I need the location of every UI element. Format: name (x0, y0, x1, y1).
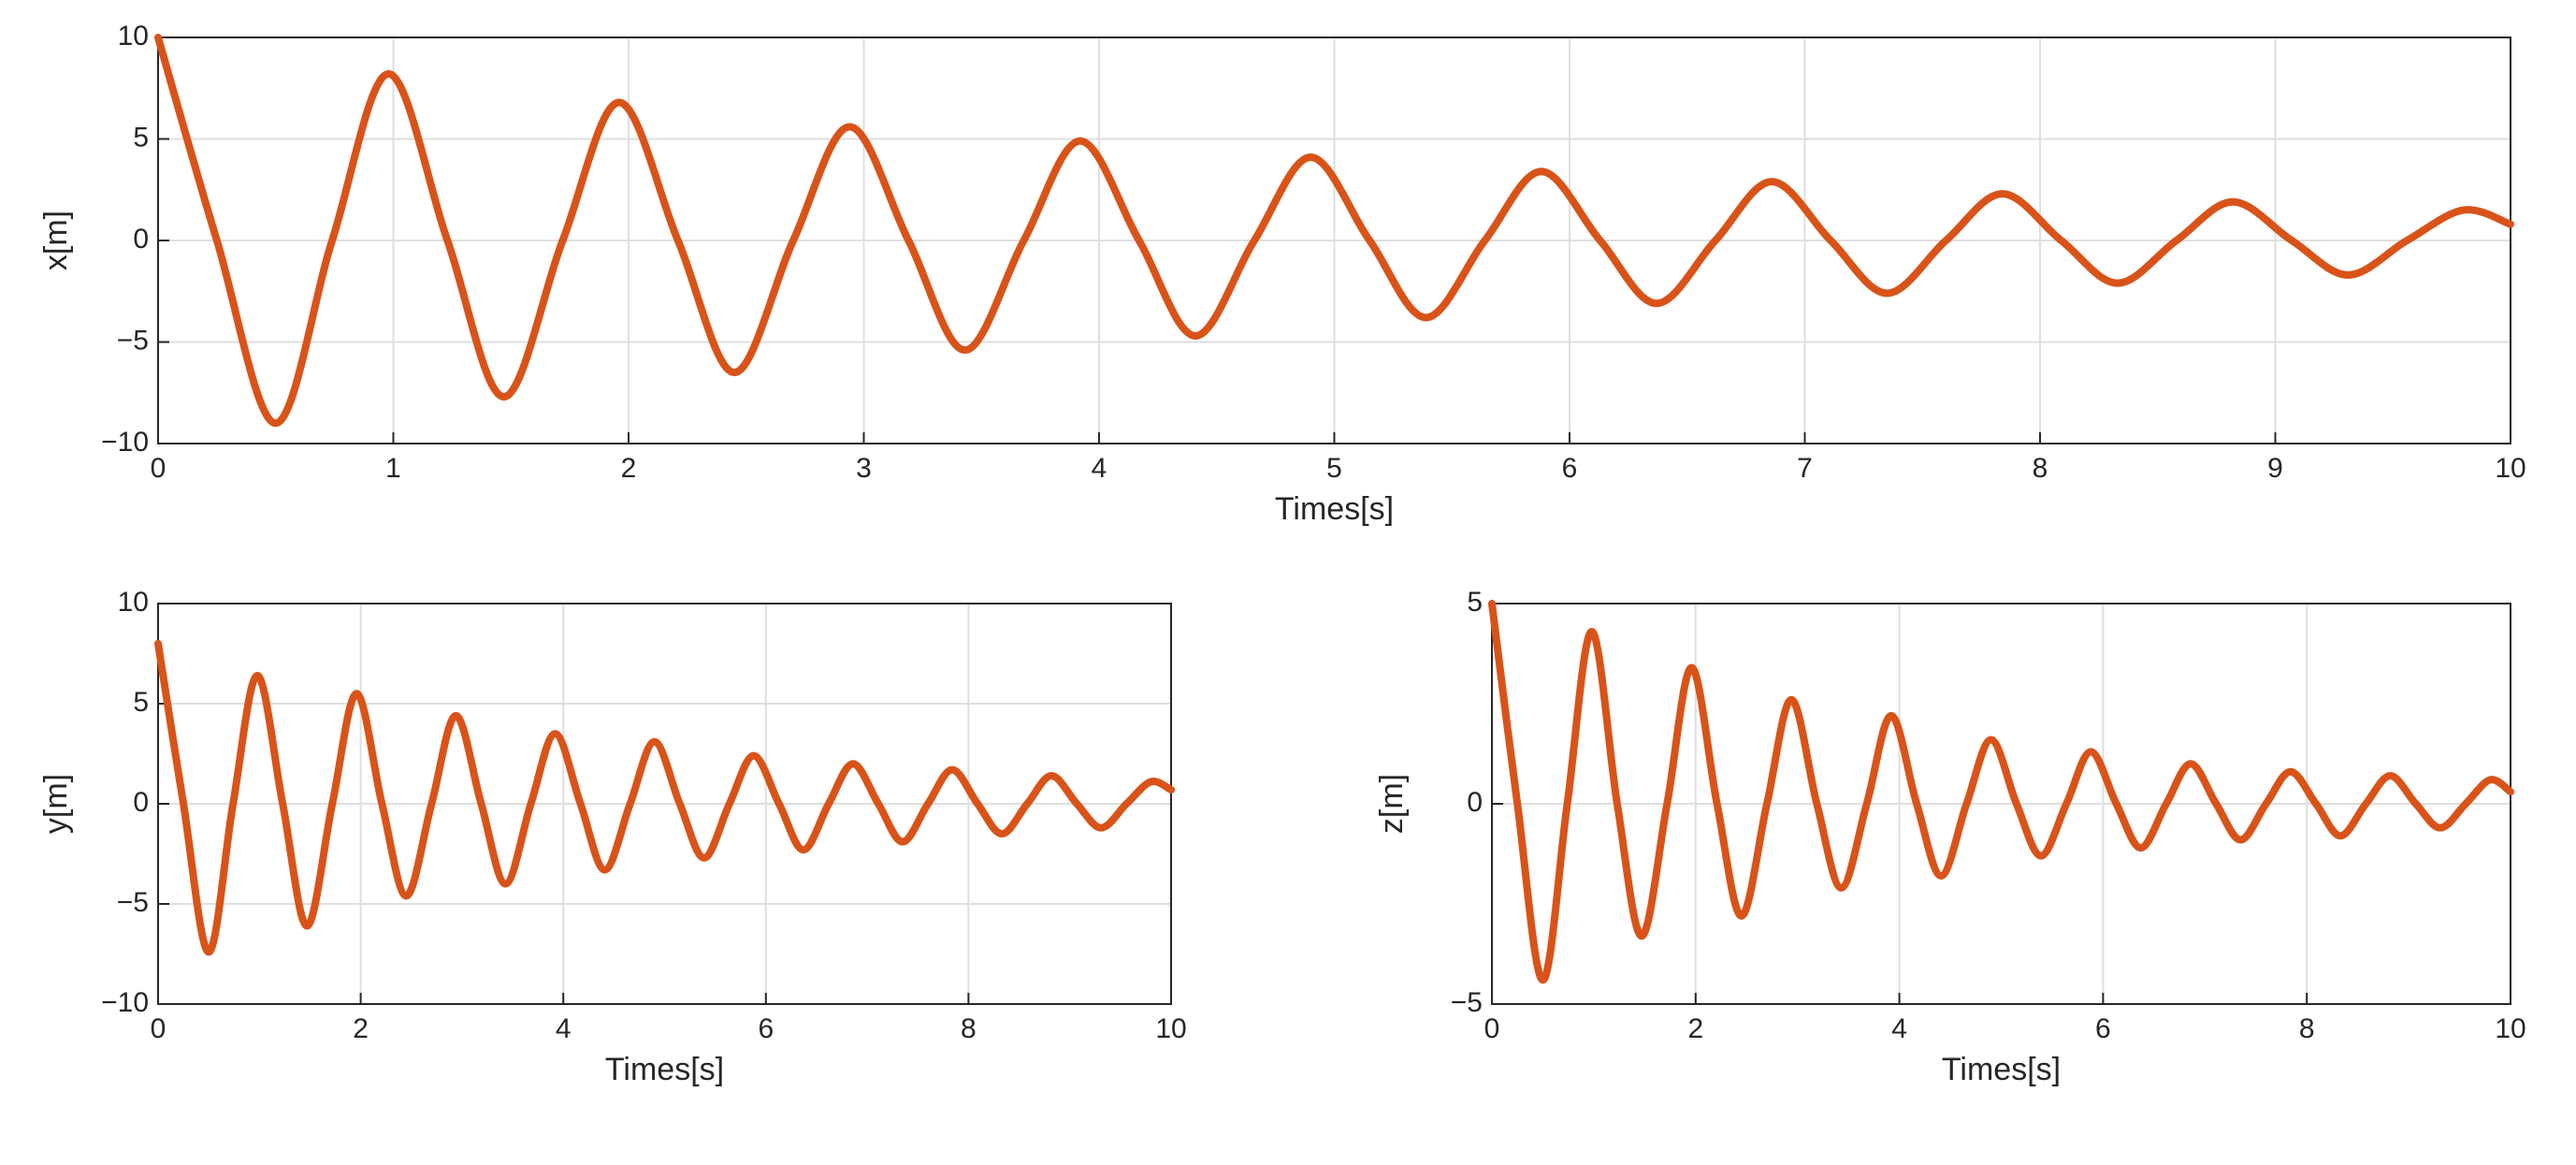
y-tick-label: −10 (101, 987, 149, 1018)
y-tick-label: 5 (133, 687, 149, 718)
y-tick-label: 10 (118, 21, 149, 51)
y-tick-label: 5 (133, 122, 149, 153)
axes-box (157, 36, 2511, 444)
x-tick-label: 9 (2267, 453, 2283, 484)
x-axis-label: Times[s] (1275, 491, 1394, 527)
x-axis-label: Times[s] (605, 1052, 724, 1087)
y-axis-label: x[m] (38, 211, 74, 270)
y-tick-label: −5 (117, 887, 149, 918)
x-tick-label: 8 (2299, 1013, 2315, 1044)
y-tick-label: 5 (1467, 587, 1483, 618)
x-tick-label: 6 (2095, 1013, 2111, 1044)
y-tick-label: 10 (118, 587, 149, 618)
y-axis-label: z[m] (1374, 774, 1410, 834)
x-tick-label: 7 (1797, 453, 1813, 484)
y-tick-label: −5 (117, 325, 149, 356)
x-tick-label: 5 (1326, 453, 1342, 484)
x-axis-label: Times[s] (1942, 1052, 2061, 1087)
x-tick-label: 4 (1092, 453, 1107, 484)
x-tick-label: 0 (151, 453, 166, 484)
data-line (154, 639, 1175, 956)
x-tick-label: 3 (856, 453, 872, 484)
y-axis-label: y[m] (38, 774, 74, 834)
y-tick-label: 0 (1467, 787, 1483, 818)
x-tick-label: 8 (2033, 453, 2048, 484)
x-tick-label: 2 (1687, 1013, 1703, 1044)
y-tick-label: 0 (133, 787, 149, 818)
x-tick-label: 10 (2495, 453, 2525, 484)
x-tick-label: 0 (1484, 1013, 1500, 1044)
x-tick-label: 8 (961, 1013, 977, 1044)
x-tick-label: 6 (1562, 453, 1578, 484)
y-tick-label: 0 (133, 224, 149, 255)
x-tick-label: 2 (621, 453, 637, 484)
y-tick-label: −10 (101, 427, 149, 458)
x-tick-label: 4 (556, 1013, 572, 1044)
x-tick-label: 0 (151, 1013, 166, 1044)
subplot: 0 2 4 6 8 10 −10 −5 0 5 10 Times[s] y[m] (38, 587, 1187, 1087)
axes-box (1491, 603, 2511, 1005)
y-tick-label: −5 (1451, 987, 1483, 1018)
subplot: 0 1 2 3 4 5 6 7 8 9 10 −10 −5 0 5 10 Times[s] x[m] (38, 21, 2526, 527)
x-tick-label: 6 (758, 1013, 774, 1044)
x-tick-label: 10 (2495, 1013, 2525, 1044)
x-tick-label: 10 (1155, 1013, 1186, 1044)
data-line (1488, 600, 2514, 984)
data-line (154, 34, 2514, 428)
x-tick-label: 1 (385, 453, 401, 484)
x-tick-label: 4 (1891, 1013, 1907, 1044)
x-tick-label: 2 (353, 1013, 369, 1044)
axes-box (157, 603, 1172, 1005)
